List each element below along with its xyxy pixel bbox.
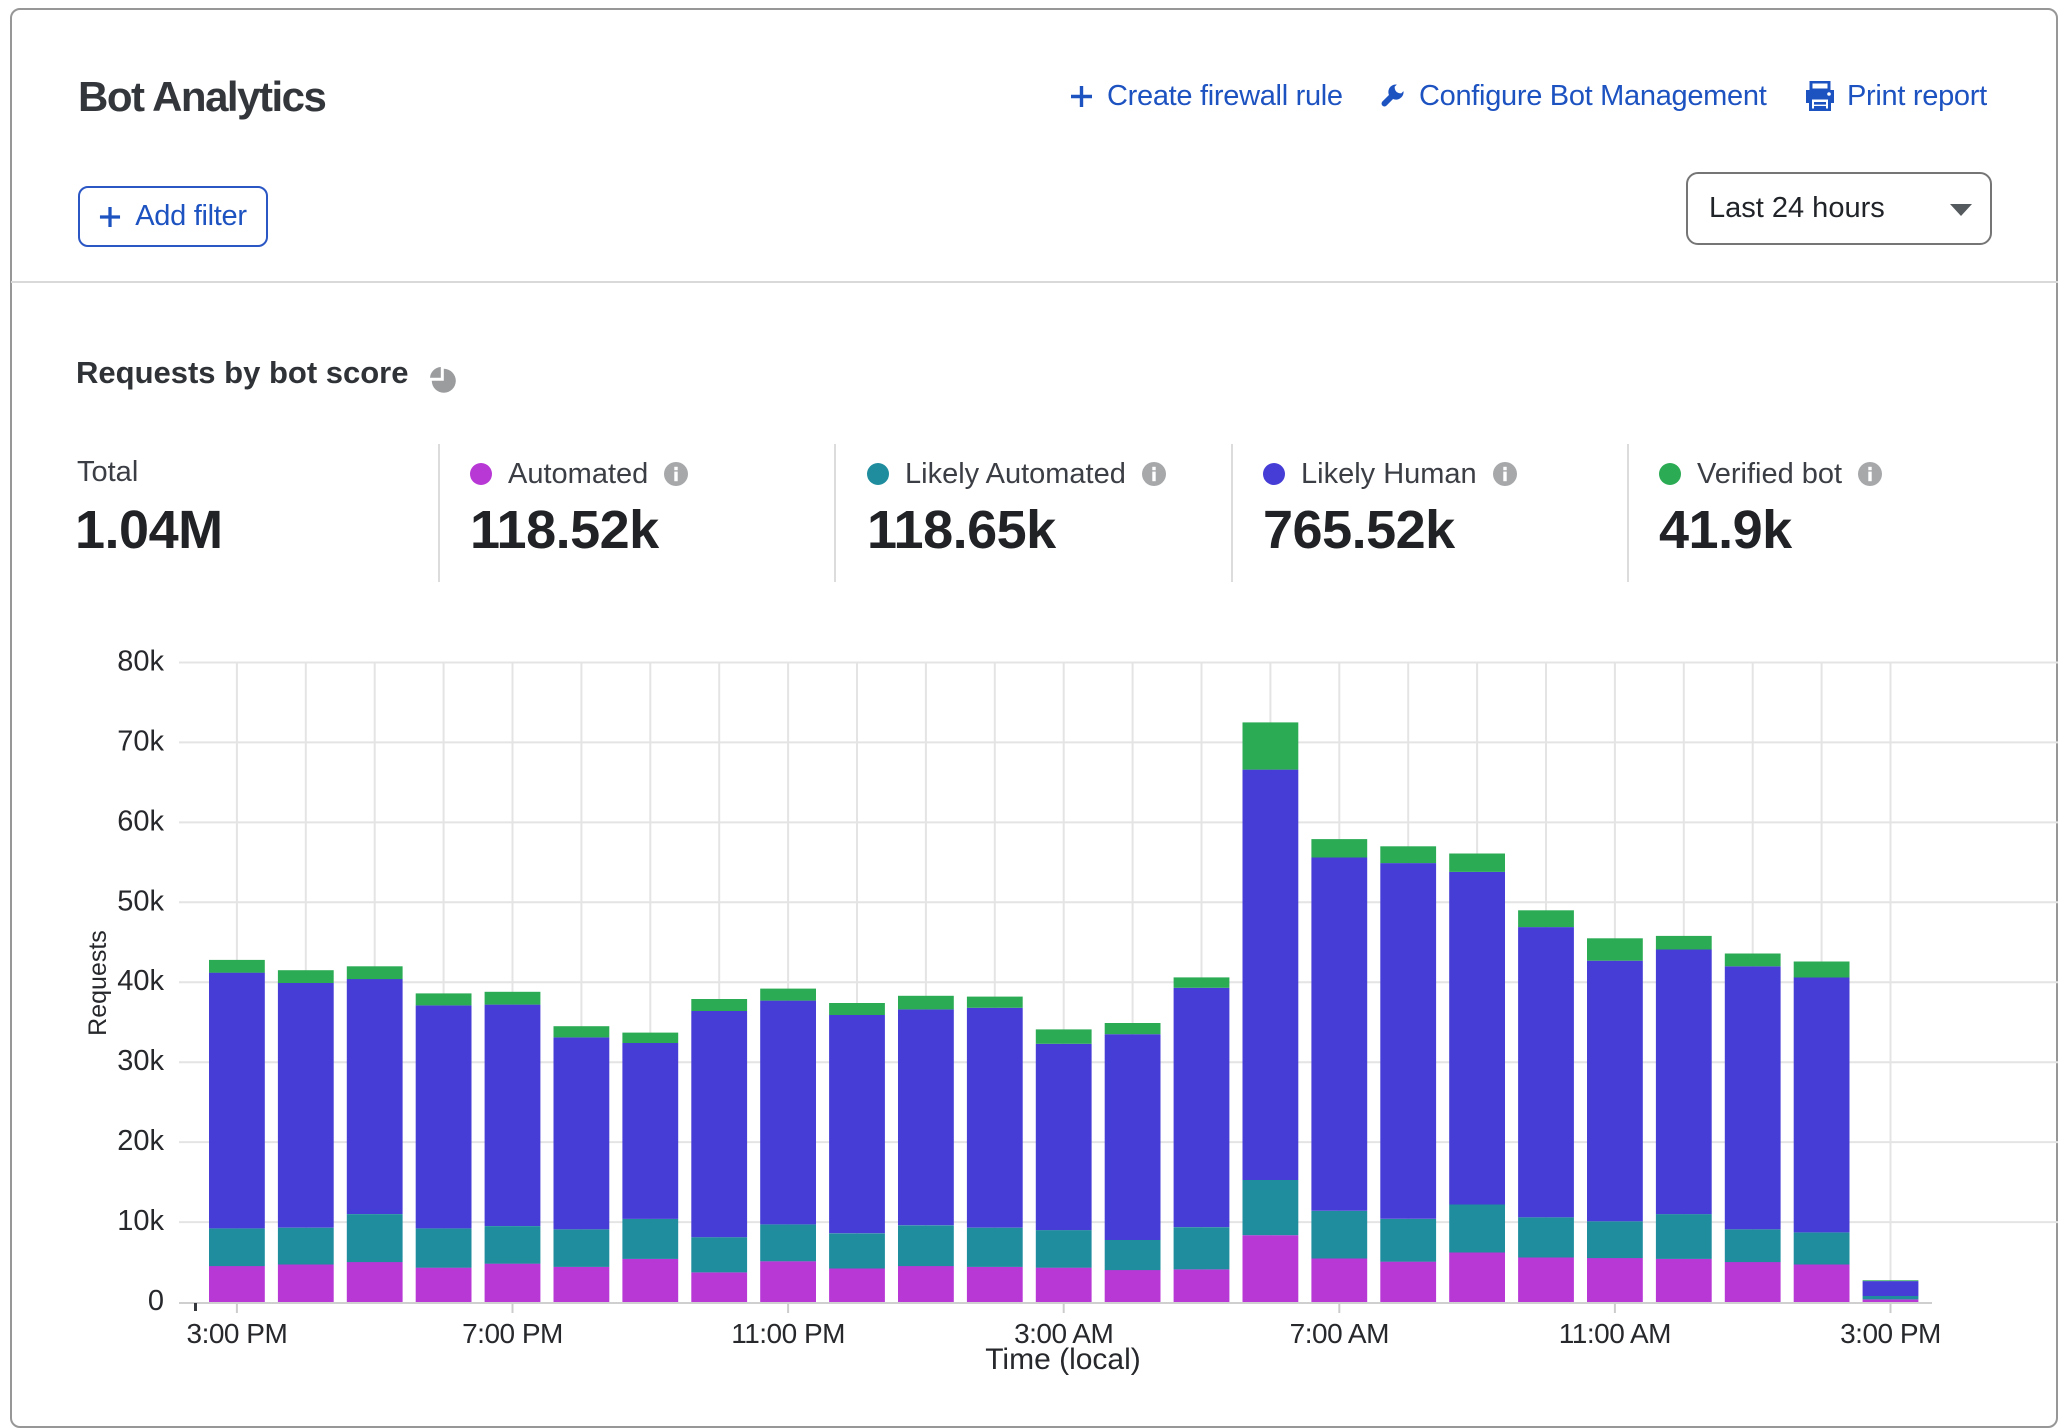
svg-text:0: 0 bbox=[148, 1285, 164, 1317]
svg-text:40k: 40k bbox=[117, 965, 164, 997]
svg-text:7:00 AM: 7:00 AM bbox=[1290, 1318, 1389, 1349]
svg-text:3:00 AM: 3:00 AM bbox=[1014, 1318, 1113, 1349]
svg-text:Time (local): Time (local) bbox=[985, 1343, 1141, 1376]
svg-text:30k: 30k bbox=[117, 1045, 164, 1077]
svg-text:60k: 60k bbox=[117, 805, 164, 837]
svg-text:7:00 PM: 7:00 PM bbox=[462, 1318, 563, 1349]
svg-text:80k: 80k bbox=[117, 646, 164, 678]
svg-text:Requests: Requests bbox=[84, 930, 112, 1036]
svg-text:3:00 PM: 3:00 PM bbox=[187, 1318, 288, 1349]
svg-text:20k: 20k bbox=[117, 1125, 164, 1157]
svg-text:11:00 PM: 11:00 PM bbox=[731, 1318, 845, 1349]
svg-text:10k: 10k bbox=[117, 1205, 164, 1237]
svg-text:50k: 50k bbox=[117, 885, 164, 917]
svg-text:11:00 AM: 11:00 AM bbox=[1559, 1318, 1671, 1349]
svg-text:3:00 PM: 3:00 PM bbox=[1840, 1318, 1941, 1349]
svg-text:70k: 70k bbox=[117, 725, 164, 757]
